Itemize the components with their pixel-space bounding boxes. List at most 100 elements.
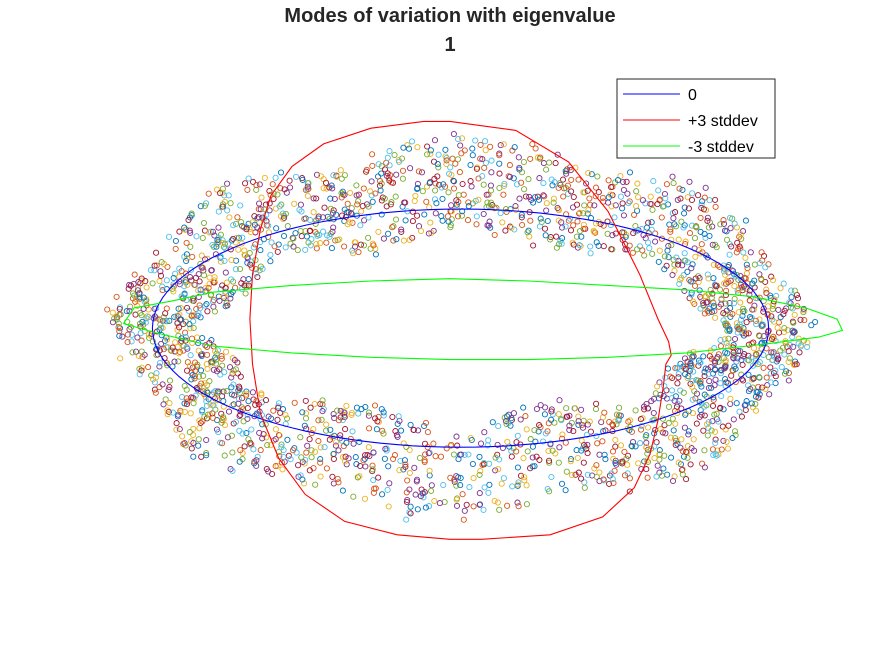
scatter-point [197, 203, 204, 210]
scatter-point [301, 422, 308, 429]
scatter-point [191, 281, 198, 288]
scatter-point [250, 244, 257, 251]
scatter-point [125, 285, 132, 292]
scatter-point [219, 185, 226, 192]
scatter-point [486, 481, 493, 488]
scatter-point [310, 195, 317, 202]
scatter-point [210, 402, 217, 409]
scatter-point [758, 276, 765, 283]
scatter-point [740, 305, 747, 312]
scatter-point [720, 310, 727, 317]
scatter-point [767, 364, 774, 371]
scatter-point [601, 409, 608, 416]
scatter-point [609, 232, 616, 239]
scatter-point [567, 227, 575, 234]
scatter-point [785, 358, 792, 365]
scatter-point [786, 355, 793, 362]
scatter-point [232, 220, 240, 227]
scatter-point [381, 195, 388, 202]
scatter-point [488, 169, 495, 176]
scatter-point [718, 446, 725, 453]
scatter-point [674, 440, 681, 447]
scatter-point [344, 221, 351, 228]
scatter-point [532, 438, 539, 445]
scatter-point [297, 434, 304, 441]
scatter-point [135, 279, 142, 286]
scatter-point [496, 456, 503, 463]
scatter-point [138, 367, 145, 374]
scatter-point [187, 352, 194, 359]
scatter-point [463, 501, 470, 508]
scatter-point [116, 332, 123, 339]
scatter-point [643, 466, 650, 473]
scatter-point [257, 206, 264, 213]
scatter-point [229, 467, 236, 474]
scatter-point [593, 462, 600, 469]
scatter-point [394, 420, 401, 427]
scatter-point [349, 247, 356, 254]
scatter-point [283, 189, 290, 196]
scatter-point [274, 248, 281, 255]
scatter-point [243, 282, 250, 289]
scatter-point [350, 440, 357, 447]
scatter-point [181, 224, 188, 231]
scatter-point [176, 324, 183, 331]
scatter-point [578, 233, 585, 240]
scatter-point [138, 348, 145, 355]
scatter-point [151, 267, 158, 274]
scatter-point [566, 426, 573, 434]
scatter-point [109, 309, 116, 316]
scatter-point [422, 504, 429, 511]
scatter-point [219, 203, 226, 210]
scatter-point [753, 351, 760, 358]
scatter-point [138, 337, 145, 344]
scatter-point [688, 291, 695, 298]
scatter-point [762, 385, 769, 392]
scatter-point [628, 442, 635, 449]
scatter-point [224, 207, 231, 214]
scatter-point [531, 427, 538, 434]
scatter-point [336, 236, 343, 243]
scatter-point [127, 303, 134, 310]
scatter-point [193, 233, 200, 240]
scatter-point [729, 434, 736, 442]
scatter-point [717, 337, 724, 344]
scatter-point [386, 480, 393, 487]
scatter-point [740, 249, 747, 256]
scatter-point [473, 165, 480, 172]
scatter-point [204, 365, 211, 372]
scatter-point [115, 324, 122, 331]
scatter-point [454, 213, 462, 220]
scatter-point [119, 333, 126, 340]
scatter-point [492, 467, 499, 474]
scatter-point [748, 400, 755, 407]
scatter-point [563, 211, 570, 218]
scatter-point [352, 239, 359, 246]
scatter-point [702, 184, 709, 191]
scatter-point [523, 426, 530, 433]
scatter-point [733, 400, 740, 407]
scatter-point [738, 235, 745, 242]
scatter-point [670, 215, 677, 222]
scatter-point [401, 199, 408, 206]
scatter-point [183, 344, 190, 351]
scatter-point [644, 424, 652, 431]
scatter-point [461, 147, 468, 154]
scatter-point [378, 163, 385, 170]
scatter-point [488, 157, 495, 164]
scatter-point [312, 481, 319, 488]
scatter-point [522, 413, 529, 420]
scatter-point [712, 439, 719, 447]
scatter-point [149, 280, 156, 287]
scatter-point [172, 339, 179, 346]
scatter-point [315, 437, 322, 445]
scatter-point [547, 236, 554, 243]
scatter-point [738, 413, 745, 420]
scatter-point [668, 387, 676, 394]
scatter-point [421, 422, 428, 430]
scatter-point [162, 310, 169, 317]
scatter-point [235, 395, 242, 403]
scatter-point [459, 180, 466, 188]
scatter-point [640, 403, 648, 410]
scatter-point [712, 359, 719, 366]
